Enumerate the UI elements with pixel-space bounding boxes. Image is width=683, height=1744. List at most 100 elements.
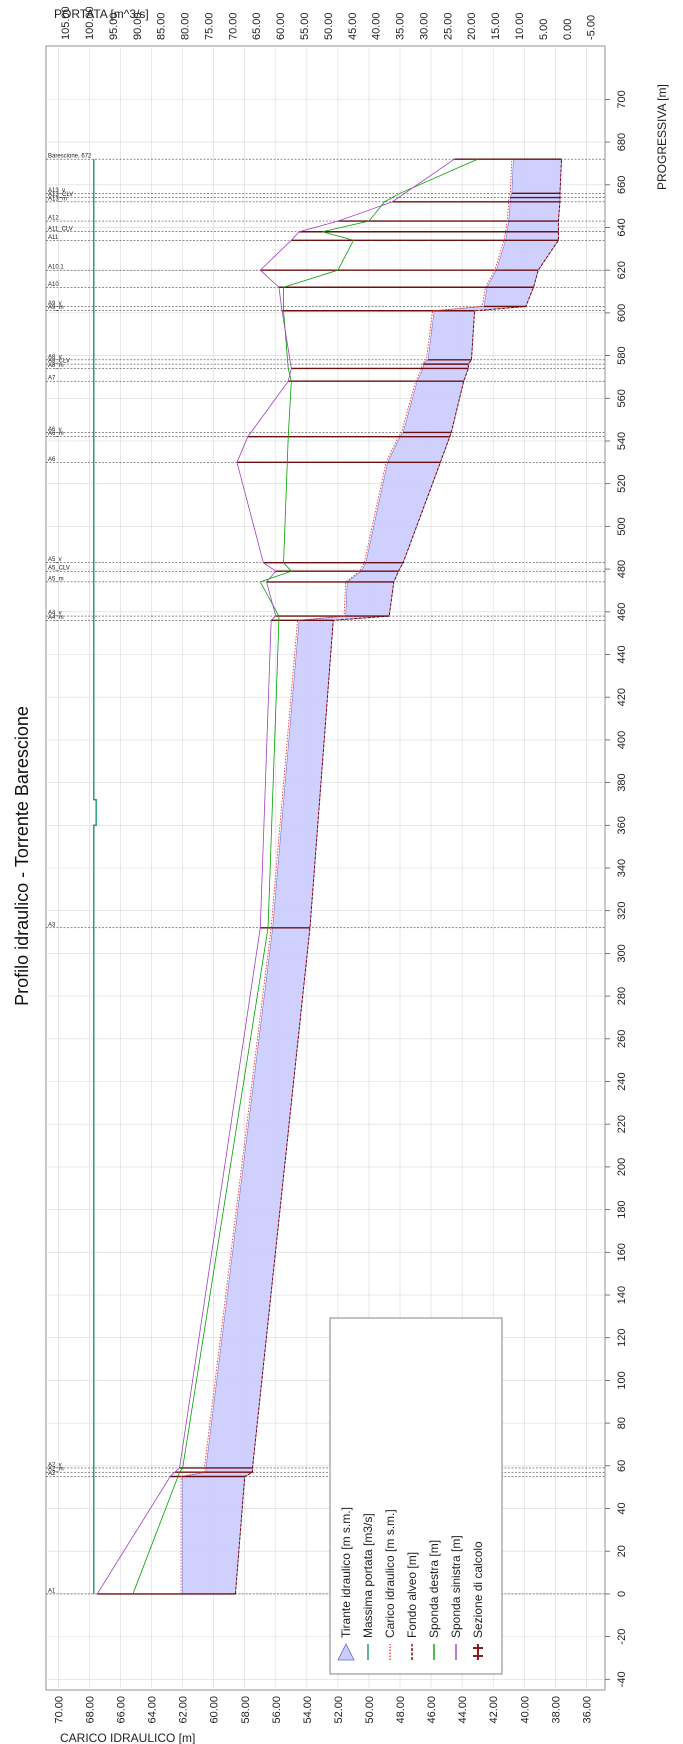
station-tick-label: 140 [616, 1286, 628, 1304]
head-tick-label: 64.00 [147, 1696, 159, 1724]
flow-tick-label: 0.00 [562, 19, 574, 40]
section-label: A13_m [48, 196, 67, 202]
station-tick-label: 100 [616, 1371, 628, 1389]
station-tick-label: 660 [616, 176, 628, 194]
head-tick-label: 36.00 [581, 1696, 593, 1724]
head-tick-label: 38.00 [550, 1696, 562, 1724]
section-label: A9_m [48, 305, 64, 311]
series-line-4 [132, 158, 478, 1595]
section-label: A2 [48, 1471, 56, 1477]
station-tick-label: 700 [616, 90, 628, 108]
section-label: A8_v [48, 354, 62, 360]
legend-entry: Massima portata [m3/s] [361, 1513, 375, 1638]
station-tick-label: 160 [616, 1243, 628, 1261]
flow-tick-label: 95.00 [108, 12, 120, 40]
station-tick-label: 580 [616, 346, 628, 364]
flow-tick-label: 30.00 [418, 12, 430, 40]
station-tick-label: 500 [616, 517, 628, 535]
flow-axis-label: PORTATA [m^3/s] [54, 7, 149, 21]
section-label: A11 [48, 235, 59, 241]
station-tick-label: 240 [616, 1072, 628, 1090]
station-tick-label: 360 [616, 816, 628, 834]
flow-tick-label: 80.00 [180, 12, 192, 40]
legend-entry: Sponda sinistra [m] [449, 1535, 463, 1638]
head-tick-label: 46.00 [426, 1696, 438, 1724]
legend-swatch [337, 1643, 355, 1661]
section-label: A2_m [48, 1467, 64, 1473]
flow-tick-label: 70.00 [227, 12, 239, 40]
head-tick-label: 66.00 [116, 1696, 128, 1724]
section-label: A11_CLV [48, 226, 73, 232]
station-tick-label: 340 [616, 859, 628, 877]
station-tick-label: 120 [616, 1329, 628, 1347]
station-tick-label: 600 [616, 304, 628, 322]
flow-tick-label: 20.00 [466, 12, 478, 40]
ticks-layer: -40 -20 0 20 40 60 80 100 120 140 160 180 200 220 240 2… [53, 6, 628, 1723]
head-tick-label: 40.00 [519, 1696, 531, 1724]
station-tick-label: 220 [616, 1115, 628, 1133]
section-label: A6 [48, 457, 56, 463]
section-label: A2_v [48, 1462, 62, 1468]
section-label: A5_CLV [48, 566, 70, 572]
head-tick-label: 50.00 [364, 1696, 376, 1724]
legend: Tirante idraulico [m s.m.] Massima portat… [329, 1317, 503, 1675]
legend-entry: Tirante idraulico [m s.m.] [339, 1507, 353, 1638]
flow-tick-label: 5.00 [538, 19, 550, 40]
station-tick-label: 280 [616, 987, 628, 1005]
station-tick-label: 560 [616, 389, 628, 407]
series-line-1 [93, 159, 97, 1594]
head-tick-label: 60.00 [209, 1696, 221, 1724]
head-tick-label: 68.00 [84, 1696, 96, 1724]
station-tick-label: 400 [616, 731, 628, 749]
head-tick-label: 56.00 [271, 1696, 283, 1724]
legend-entry: Sezione di calcolo [471, 1541, 485, 1638]
station-tick-label: 680 [616, 133, 628, 151]
section-label: A4_m [48, 615, 64, 621]
head-tick-label: 58.00 [240, 1696, 252, 1724]
series-line-5 [96, 158, 455, 1595]
head-tick-label: 54.00 [302, 1696, 314, 1724]
series-lines-layer [93, 158, 563, 1595]
head-tick-label: 52.00 [333, 1696, 345, 1724]
flow-tick-label: 65.00 [251, 12, 263, 40]
section-label: A13_CLV [48, 192, 73, 198]
flow-tick-label: 105.00 [60, 6, 72, 40]
flow-tick-label: 85.00 [156, 12, 168, 40]
station-tick-label: 320 [616, 902, 628, 920]
station-tick-label: 80 [616, 1417, 628, 1429]
legend-entry: Fondo alveo [m] [405, 1552, 419, 1638]
flow-tick-label: 55.00 [299, 12, 311, 40]
flow-tick-label: -5.00 [586, 15, 598, 40]
section-label: A5_m [48, 576, 64, 582]
section-label: A5_v [48, 557, 62, 563]
station-tick-label: 260 [616, 1030, 628, 1048]
station-tick-label: 300 [616, 944, 628, 962]
flow-tick-label: 15.00 [490, 12, 502, 40]
flow-tick-label: 60.00 [275, 12, 287, 40]
section-label: A1 [48, 1588, 56, 1594]
head-tick-label: 42.00 [488, 1696, 500, 1724]
section-label: A6_v [48, 427, 62, 433]
station-tick-label: -20 [616, 1629, 628, 1645]
station-tick-label: 640 [616, 218, 628, 236]
section-label: A10.1 [48, 265, 64, 271]
section-label: Barescione, 672 [48, 154, 92, 160]
section-label: A13_v [48, 188, 65, 194]
series-line-3 [234, 159, 563, 1594]
legend-entry: Carico idraulico [m s.m.] [383, 1509, 397, 1638]
station-tick-label: 440 [616, 645, 628, 663]
station-tick-label: 20 [616, 1545, 628, 1557]
station-tick-label: 460 [616, 603, 628, 621]
section-label: A8_CLV [48, 359, 70, 365]
station-axis-label: PROGRESSIVA [m] [655, 84, 669, 190]
head-tick-label: 62.00 [178, 1696, 190, 1724]
chart-title: Profilo idraulico - Torrente Barescione [12, 706, 32, 1006]
section-label: A3 [48, 922, 56, 928]
head-axis-label: CARICO IDRAULICO [m] [60, 1731, 195, 1744]
flow-tick-label: 45.00 [347, 12, 359, 40]
legend-box [329, 1317, 503, 1675]
flow-tick-label: 35.00 [395, 12, 407, 40]
station-tick-label: 0 [616, 1591, 628, 1597]
section-label: A8_m [48, 363, 64, 369]
